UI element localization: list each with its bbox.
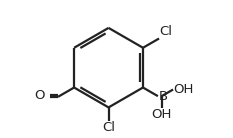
Text: O: O <box>34 89 45 102</box>
Text: OH: OH <box>173 83 194 96</box>
Text: B: B <box>159 90 168 103</box>
Text: Cl: Cl <box>159 25 172 38</box>
Text: Cl: Cl <box>102 121 115 134</box>
Text: OH: OH <box>151 108 172 121</box>
